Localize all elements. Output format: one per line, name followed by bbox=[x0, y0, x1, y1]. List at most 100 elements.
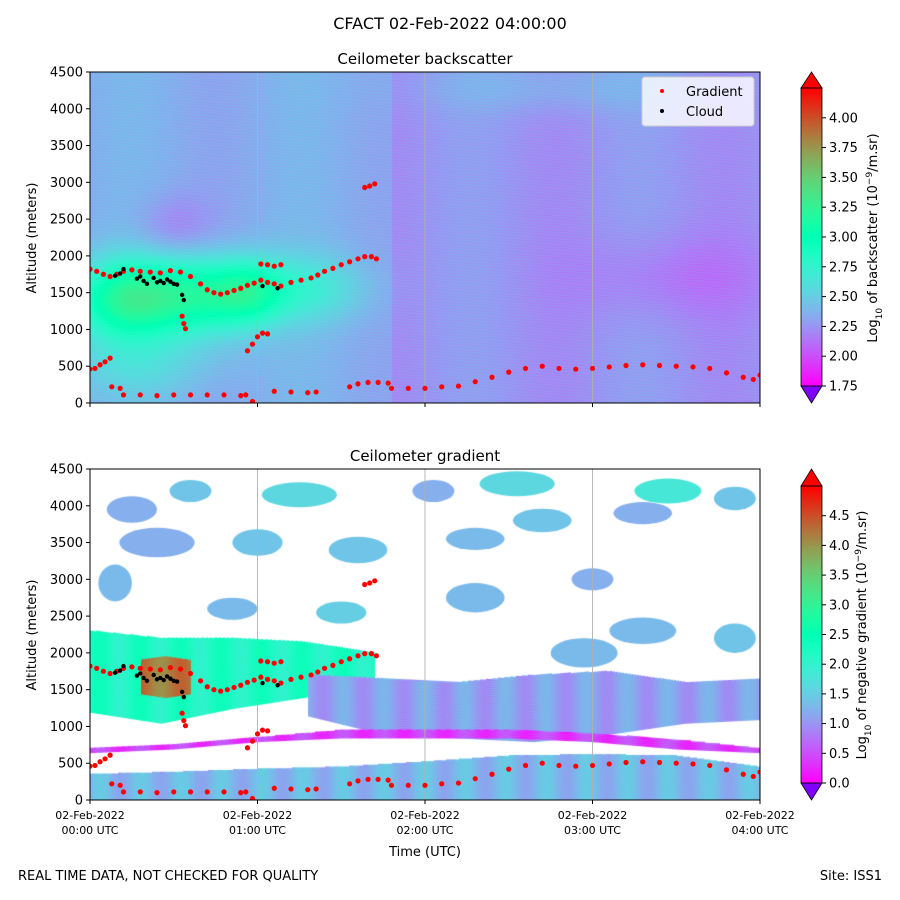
gradient-point bbox=[347, 656, 353, 662]
gradient-point bbox=[355, 653, 361, 659]
gradient-point bbox=[606, 761, 612, 767]
gradient-colorbar-label: Log10 of negative gradient (10−9/m.sr) bbox=[854, 511, 874, 760]
gradient-point bbox=[271, 388, 277, 394]
gradient-point bbox=[137, 665, 143, 671]
gradient-point bbox=[365, 776, 371, 783]
gradient-point bbox=[489, 771, 495, 777]
cloud-point bbox=[134, 673, 140, 678]
colorbar-tick-label: 2.50 bbox=[829, 290, 858, 305]
gradient-point bbox=[259, 727, 266, 733]
gradient-point bbox=[367, 580, 373, 586]
gradient-point bbox=[506, 766, 512, 772]
x-tick-label-time: 03:00 UTC bbox=[564, 824, 621, 837]
gradient-point bbox=[177, 269, 184, 275]
gradient-point bbox=[204, 392, 210, 398]
y-tick-label: 4000 bbox=[50, 102, 83, 117]
cloud-point bbox=[171, 678, 176, 684]
backscatter-y-axis-label: Altitude (meters) bbox=[25, 183, 40, 294]
gradient-point bbox=[92, 365, 98, 372]
gradient-point bbox=[308, 672, 314, 678]
gradient-point bbox=[97, 759, 103, 765]
colorbar-tick-label: 2.75 bbox=[829, 260, 858, 275]
gradient-point bbox=[120, 789, 127, 795]
gradient-point bbox=[740, 374, 746, 380]
gradient-point bbox=[181, 320, 187, 327]
gradient-point bbox=[271, 263, 277, 269]
backscatter-colorbar-label: Log10 of backscatter (10−9/m.sr) bbox=[865, 133, 885, 342]
gradient-point bbox=[238, 682, 244, 688]
gradient-point bbox=[305, 787, 311, 793]
gradient-point bbox=[556, 762, 562, 769]
gradient-point bbox=[249, 398, 256, 403]
gradient-point bbox=[489, 374, 495, 380]
gradient-point bbox=[129, 267, 135, 273]
x-tick-label-time: 02:00 UTC bbox=[396, 824, 453, 837]
gradient-point bbox=[271, 785, 277, 791]
cloud-point bbox=[112, 273, 118, 278]
gradient-point bbox=[154, 393, 160, 399]
gradient-point bbox=[750, 773, 756, 780]
y-tick-label: 3000 bbox=[50, 176, 83, 191]
gradient-point bbox=[177, 666, 184, 672]
gradient-point bbox=[355, 256, 361, 262]
cloud-point bbox=[144, 281, 150, 287]
gradient-point bbox=[362, 254, 368, 260]
gradient-point bbox=[422, 782, 428, 788]
gradient-point bbox=[187, 273, 194, 280]
gradient-point bbox=[308, 275, 314, 281]
gradient-point bbox=[455, 383, 462, 389]
gradient-point bbox=[623, 362, 629, 369]
cloud-point bbox=[144, 678, 150, 684]
gradient-point bbox=[258, 674, 264, 680]
gradient-point bbox=[102, 756, 108, 762]
backscatter-legend: Gradient Cloud bbox=[641, 76, 755, 127]
y-tick-label: 4500 bbox=[50, 66, 83, 81]
gradient-point bbox=[355, 381, 361, 387]
x-tick-label-date: 02-Feb-2022 bbox=[558, 809, 627, 822]
colorbar-tick-label: 2.00 bbox=[829, 350, 858, 365]
gradient-point bbox=[117, 385, 123, 391]
cloud-point bbox=[138, 274, 143, 279]
gradient-point bbox=[313, 786, 319, 792]
gradient-point bbox=[656, 759, 663, 766]
cloud-point bbox=[164, 674, 170, 679]
y-tick-label: 1500 bbox=[50, 286, 83, 301]
gradient-point bbox=[167, 665, 173, 671]
cloud-point bbox=[158, 675, 163, 681]
backscatter-x-ticks bbox=[89, 403, 761, 407]
colorbar-tick-label: 3.0 bbox=[829, 598, 850, 613]
cloud-point bbox=[179, 689, 185, 695]
gradient-point bbox=[238, 790, 244, 796]
y-tick-label: 3500 bbox=[50, 536, 83, 551]
gradient-point bbox=[388, 782, 395, 788]
gradient-point bbox=[640, 759, 646, 765]
gradient-point bbox=[204, 789, 210, 795]
gradient-point bbox=[243, 392, 249, 398]
cloud-point bbox=[174, 679, 180, 684]
x-tick-label-date: 02-Feb-2022 bbox=[725, 809, 794, 822]
colorbar-tick-label: 3.25 bbox=[829, 201, 858, 216]
gradient-markers bbox=[90, 578, 760, 800]
gradient-x-axis-label: Time (UTC) bbox=[388, 845, 461, 860]
gradient-point bbox=[707, 762, 713, 769]
gradient-panel-title: Ceilometer gradient bbox=[349, 447, 501, 465]
gradient-point bbox=[218, 688, 224, 694]
gradient-point bbox=[757, 769, 760, 775]
gradient-point bbox=[224, 687, 230, 693]
cloud-point bbox=[134, 276, 140, 281]
gradient-point bbox=[94, 268, 100, 274]
gradient-point bbox=[368, 254, 374, 260]
backscatter-markers bbox=[90, 181, 760, 403]
gradient-point bbox=[107, 752, 113, 758]
gradient-point bbox=[740, 771, 746, 777]
backscatter-colorbar-gradient bbox=[801, 88, 822, 386]
gradient-point bbox=[623, 759, 629, 766]
gradient-point bbox=[506, 369, 512, 375]
gradient-point bbox=[338, 262, 344, 268]
gradient-point bbox=[472, 776, 478, 782]
gradient-point bbox=[100, 271, 106, 277]
gradient-point bbox=[187, 392, 194, 398]
cloud-point bbox=[260, 283, 265, 289]
cloud-point bbox=[158, 278, 163, 284]
